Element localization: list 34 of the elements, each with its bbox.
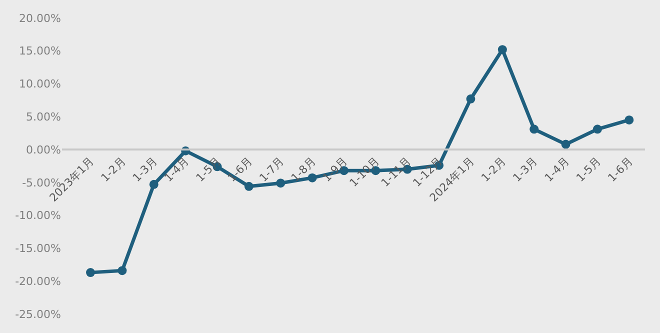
x-tick-label: 1-4月	[162, 154, 192, 184]
x-tick-label: 1-8月	[288, 154, 318, 184]
point	[530, 124, 539, 134]
x-tick-label: 1-5月	[194, 154, 224, 184]
y-tick-label: -20.00%	[15, 274, 61, 288]
point	[118, 266, 127, 276]
point	[624, 115, 634, 124]
x-tick-label: 1-4月	[542, 154, 572, 184]
x-tick-label: 1-6月	[605, 154, 636, 184]
point	[276, 178, 286, 188]
y-tick-label: 5.00%	[26, 110, 61, 124]
x-tick-label: 1-2月	[478, 154, 508, 184]
y-tick-label: -15.00%	[15, 242, 61, 256]
point	[498, 45, 507, 54]
y-tick-label: 15.00%	[19, 44, 61, 58]
point	[86, 268, 96, 278]
point	[561, 140, 570, 149]
x-tick-label: 1-5月	[574, 154, 604, 184]
x-tick-label: 1-9月	[320, 154, 350, 184]
point	[244, 182, 254, 191]
x-tick-label: 1-6月	[225, 154, 255, 184]
y-tick-label: 0.00%	[26, 143, 61, 156]
x-tick-label: 1-2月	[98, 154, 128, 184]
y-tick-label: -10.00%	[15, 209, 61, 222]
y-tick-label: 20.00%	[19, 12, 61, 25]
x-tick-label: 1-3月	[130, 154, 160, 184]
x-tick-label: 1-7月	[256, 154, 287, 184]
y-tick-label: -25.00%	[15, 308, 61, 321]
x-tick-label: 1-3月	[510, 154, 540, 184]
point	[466, 94, 476, 104]
y-tick-label: 10.00%	[19, 78, 61, 91]
point	[149, 180, 158, 189]
point	[308, 173, 317, 182]
point	[592, 124, 602, 134]
